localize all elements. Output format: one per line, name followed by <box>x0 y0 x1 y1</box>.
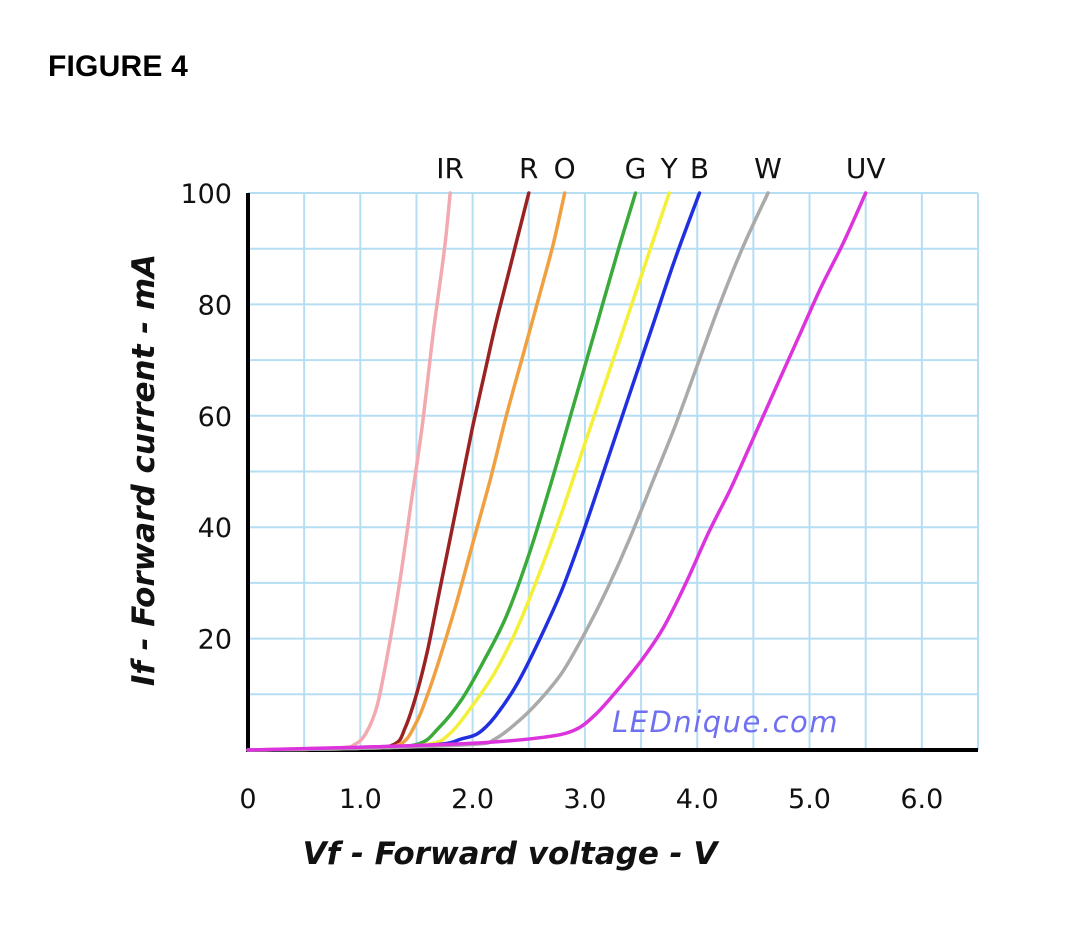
series-label-ir: IR <box>436 152 464 185</box>
series-line-r <box>246 191 531 752</box>
series-label-b: B <box>690 152 709 185</box>
y-tick-label: 80 <box>198 290 232 321</box>
x-tick-label: 4.0 <box>676 784 719 815</box>
chart-axes <box>246 193 978 752</box>
x-tick-label: 5.0 <box>788 784 831 815</box>
series-lines <box>246 191 868 752</box>
y-tick-label: 100 <box>180 179 232 210</box>
x-tick-label: 2.0 <box>451 784 494 815</box>
x-tick-label: 0 <box>239 784 256 815</box>
series-line-ir <box>246 191 452 752</box>
series-label-g: G <box>625 152 647 185</box>
x-axis-title: Vf - Forward voltage - V <box>303 836 721 872</box>
x-tick-label: 3.0 <box>563 784 606 815</box>
series-label-o: O <box>554 152 576 185</box>
series-label-uv: UV <box>846 152 886 185</box>
y-axis-title: If - Forward current - mA <box>126 254 162 686</box>
series-label-r: R <box>519 152 538 185</box>
x-tick-label: 1.0 <box>339 784 382 815</box>
y-tick-labels: 20 40 60 80 100 <box>180 179 232 656</box>
series-label-w: W <box>754 152 782 185</box>
watermark-text: LEDnique.com <box>612 705 839 739</box>
series-label-y: Y <box>660 152 679 185</box>
y-tick-label: 40 <box>198 513 232 544</box>
x-tick-labels: 0 1.0 2.0 3.0 4.0 5.0 6.0 <box>239 784 943 815</box>
figure-label: FIGURE 4 <box>48 50 188 83</box>
series-line-uv <box>246 191 868 752</box>
x-tick-label: 6.0 <box>900 784 943 815</box>
series-labels: IR R O G Y B W UV <box>436 152 885 185</box>
chart-grid <box>248 192 979 750</box>
y-tick-label: 60 <box>198 402 232 433</box>
y-tick-label: 20 <box>198 625 232 656</box>
